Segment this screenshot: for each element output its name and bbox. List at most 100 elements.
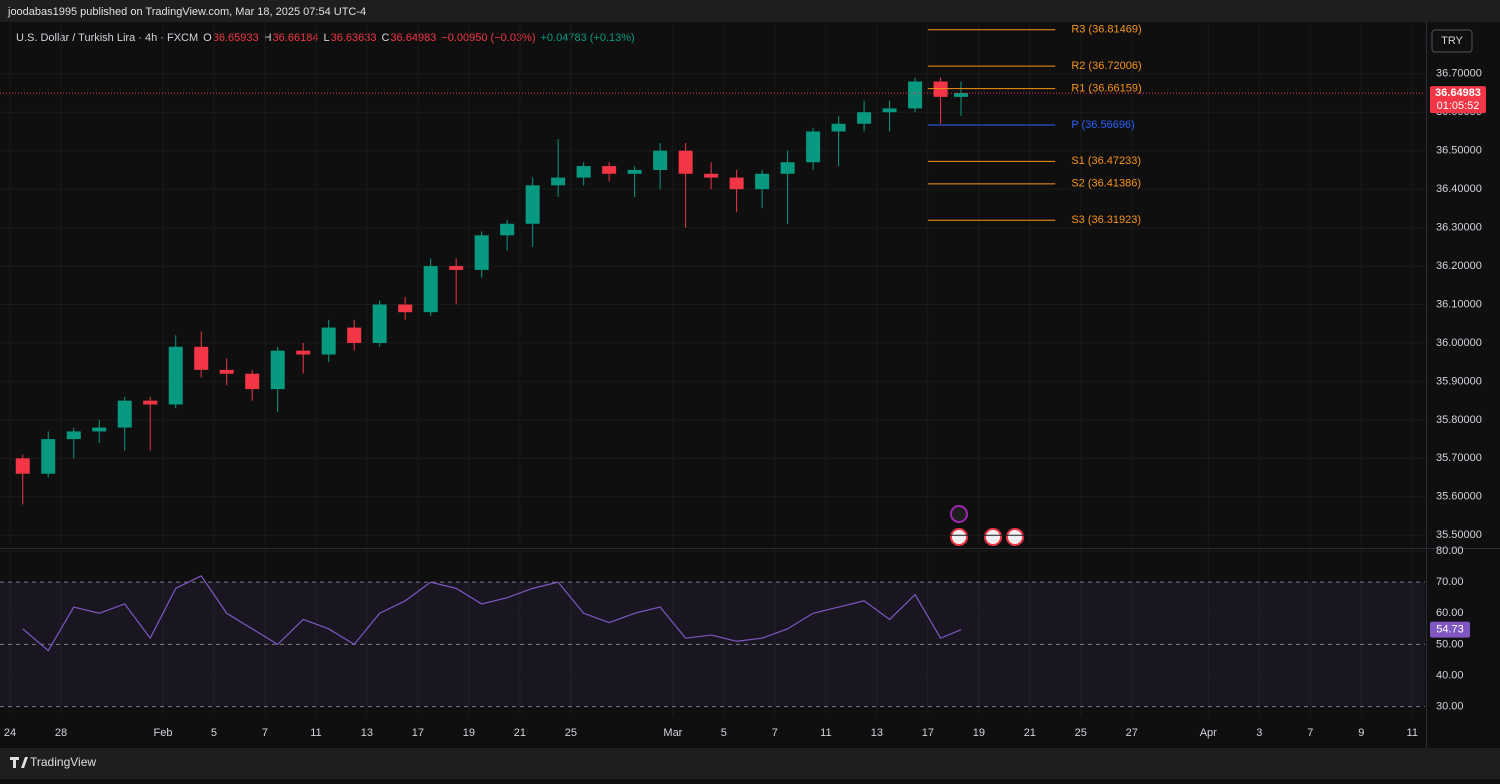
countdown: 01:05:52 <box>1437 100 1480 112</box>
y-tick-label: 50.00 <box>1436 638 1464 650</box>
pivot-label: S2 (36.41386) <box>1071 178 1141 190</box>
x-tick-label: Apr <box>1200 727 1217 739</box>
rsi-line <box>22 575 962 652</box>
x-tick-label: 11 <box>310 727 321 739</box>
y-tick-label: 36.10000 <box>1436 298 1482 310</box>
x-tick-label: 7 <box>772 727 778 739</box>
y-tick-label: 35.70000 <box>1436 452 1482 464</box>
y-tick-label: 36.40000 <box>1436 183 1482 195</box>
candle-body <box>219 369 234 374</box>
last-price-label: 36.64983 <box>1435 87 1481 99</box>
x-tick-label: 5 <box>211 727 217 739</box>
candle-body <box>729 177 744 190</box>
y-tick-label: 36.30000 <box>1436 222 1482 234</box>
x-tick-label: 28 <box>55 727 67 739</box>
candle-body <box>653 150 668 170</box>
y-tick-label: 30.00 <box>1436 701 1464 713</box>
x-tick-label: 19 <box>973 727 985 739</box>
brand: TradingView <box>30 755 96 769</box>
candle-body <box>474 235 489 270</box>
candle-body <box>908 81 923 109</box>
y-tick-label: 40.00 <box>1436 669 1464 681</box>
pivot-label: S1 (36.47233) <box>1071 155 1141 167</box>
candle-body <box>347 327 362 343</box>
y-tick-label: 60.00 <box>1436 607 1464 619</box>
currency[interactable]: TRY <box>1441 35 1463 47</box>
candle-body <box>831 123 846 132</box>
y-tick-label: 35.50000 <box>1436 529 1482 541</box>
x-tick-label: 19 <box>463 727 475 739</box>
candle-body <box>15 458 30 474</box>
pivot-label: R1 (36.66159) <box>1071 82 1141 94</box>
candle-body <box>449 266 464 270</box>
ohlc-value: 36.63633 <box>331 32 377 44</box>
y-tick-label: 36.20000 <box>1436 260 1482 272</box>
pivot-label: S3 (36.31923) <box>1071 214 1141 226</box>
candle-body <box>882 108 897 113</box>
candle-body <box>551 177 566 186</box>
x-tick-label: 27 <box>1126 727 1138 739</box>
candle-body <box>194 346 209 370</box>
y-tick-label: 35.90000 <box>1436 375 1482 387</box>
y-tick-label: 36.50000 <box>1436 145 1482 157</box>
y-tick-label: 35.80000 <box>1436 414 1482 426</box>
candle-body <box>602 166 617 174</box>
candles: R3 (36.81469) R2 (36.72006) R1 (36.66159) P… <box>15 24 1142 505</box>
x-tick-label: 11 <box>820 727 831 739</box>
x-tick-label: 21 <box>1024 727 1036 739</box>
x-tick-label: 24 <box>4 727 16 739</box>
x-tick-label: 3 <box>1256 727 1262 739</box>
pivot-label: R2 (36.72006) <box>1071 60 1141 72</box>
currency-button[interactable] <box>1431 29 1473 53</box>
candle-body <box>423 266 438 313</box>
candle-body <box>245 373 260 390</box>
candle-body <box>117 400 132 428</box>
x-tick-label: 9 <box>1358 727 1364 739</box>
ohlc-key: O <box>203 32 212 44</box>
pivot-label: R3 (36.81469) <box>1071 24 1141 36</box>
x-tick-label: Feb <box>153 727 172 739</box>
x-tick-label: 17 <box>922 727 934 739</box>
header-bar <box>0 0 1500 22</box>
x-tick-label: 13 <box>871 727 883 739</box>
ohlc-value: 36.66184 <box>273 32 319 44</box>
candle-body <box>953 93 968 97</box>
x-tick-label: 7 <box>262 727 268 739</box>
value-label-box <box>1430 621 1470 638</box>
candle-body <box>780 162 795 174</box>
x-tick-label: 13 <box>361 727 373 739</box>
symbol: U.S. Dollar / Turkish Lira · 4h · FXCM <box>16 32 198 44</box>
candle-body <box>678 150 693 174</box>
candle-body <box>296 350 311 355</box>
y-tick-label: 80.00 <box>1436 545 1464 557</box>
candle-body <box>500 223 515 236</box>
y-tick-label: 70.00 <box>1436 576 1464 588</box>
ohlc-value: 36.65933 <box>213 32 259 44</box>
value-label: 54.73 <box>1436 624 1464 636</box>
event-icon[interactable] <box>950 505 968 523</box>
candle-body <box>627 169 642 174</box>
candle-body <box>41 439 56 474</box>
event-icon[interactable] <box>984 528 1002 546</box>
candle-body <box>704 173 719 178</box>
candle-body <box>92 427 107 432</box>
event-icon[interactable] <box>950 528 968 546</box>
ohlc-value: 36.64983 <box>390 32 436 44</box>
candle-body <box>168 346 183 405</box>
change-session: +0.04783 (+0.13%) <box>541 32 635 44</box>
events <box>950 505 1024 546</box>
x-tick-label: 25 <box>1075 727 1087 739</box>
x-tick-label: 17 <box>412 727 424 739</box>
candle-body <box>66 431 81 440</box>
ohlc-key: L <box>323 32 329 44</box>
candle-body <box>372 304 387 343</box>
x-tick-label: 11 <box>1407 727 1418 739</box>
event-icon[interactable] <box>1006 528 1024 546</box>
x-tick-label: 25 <box>565 727 577 739</box>
candle-body <box>933 81 948 97</box>
brand-logo <box>10 757 28 768</box>
candle-body <box>143 400 158 405</box>
x-tick-label: 7 <box>1307 727 1313 739</box>
candle-body <box>755 173 770 190</box>
y-tick-label: 35.60000 <box>1436 491 1482 503</box>
